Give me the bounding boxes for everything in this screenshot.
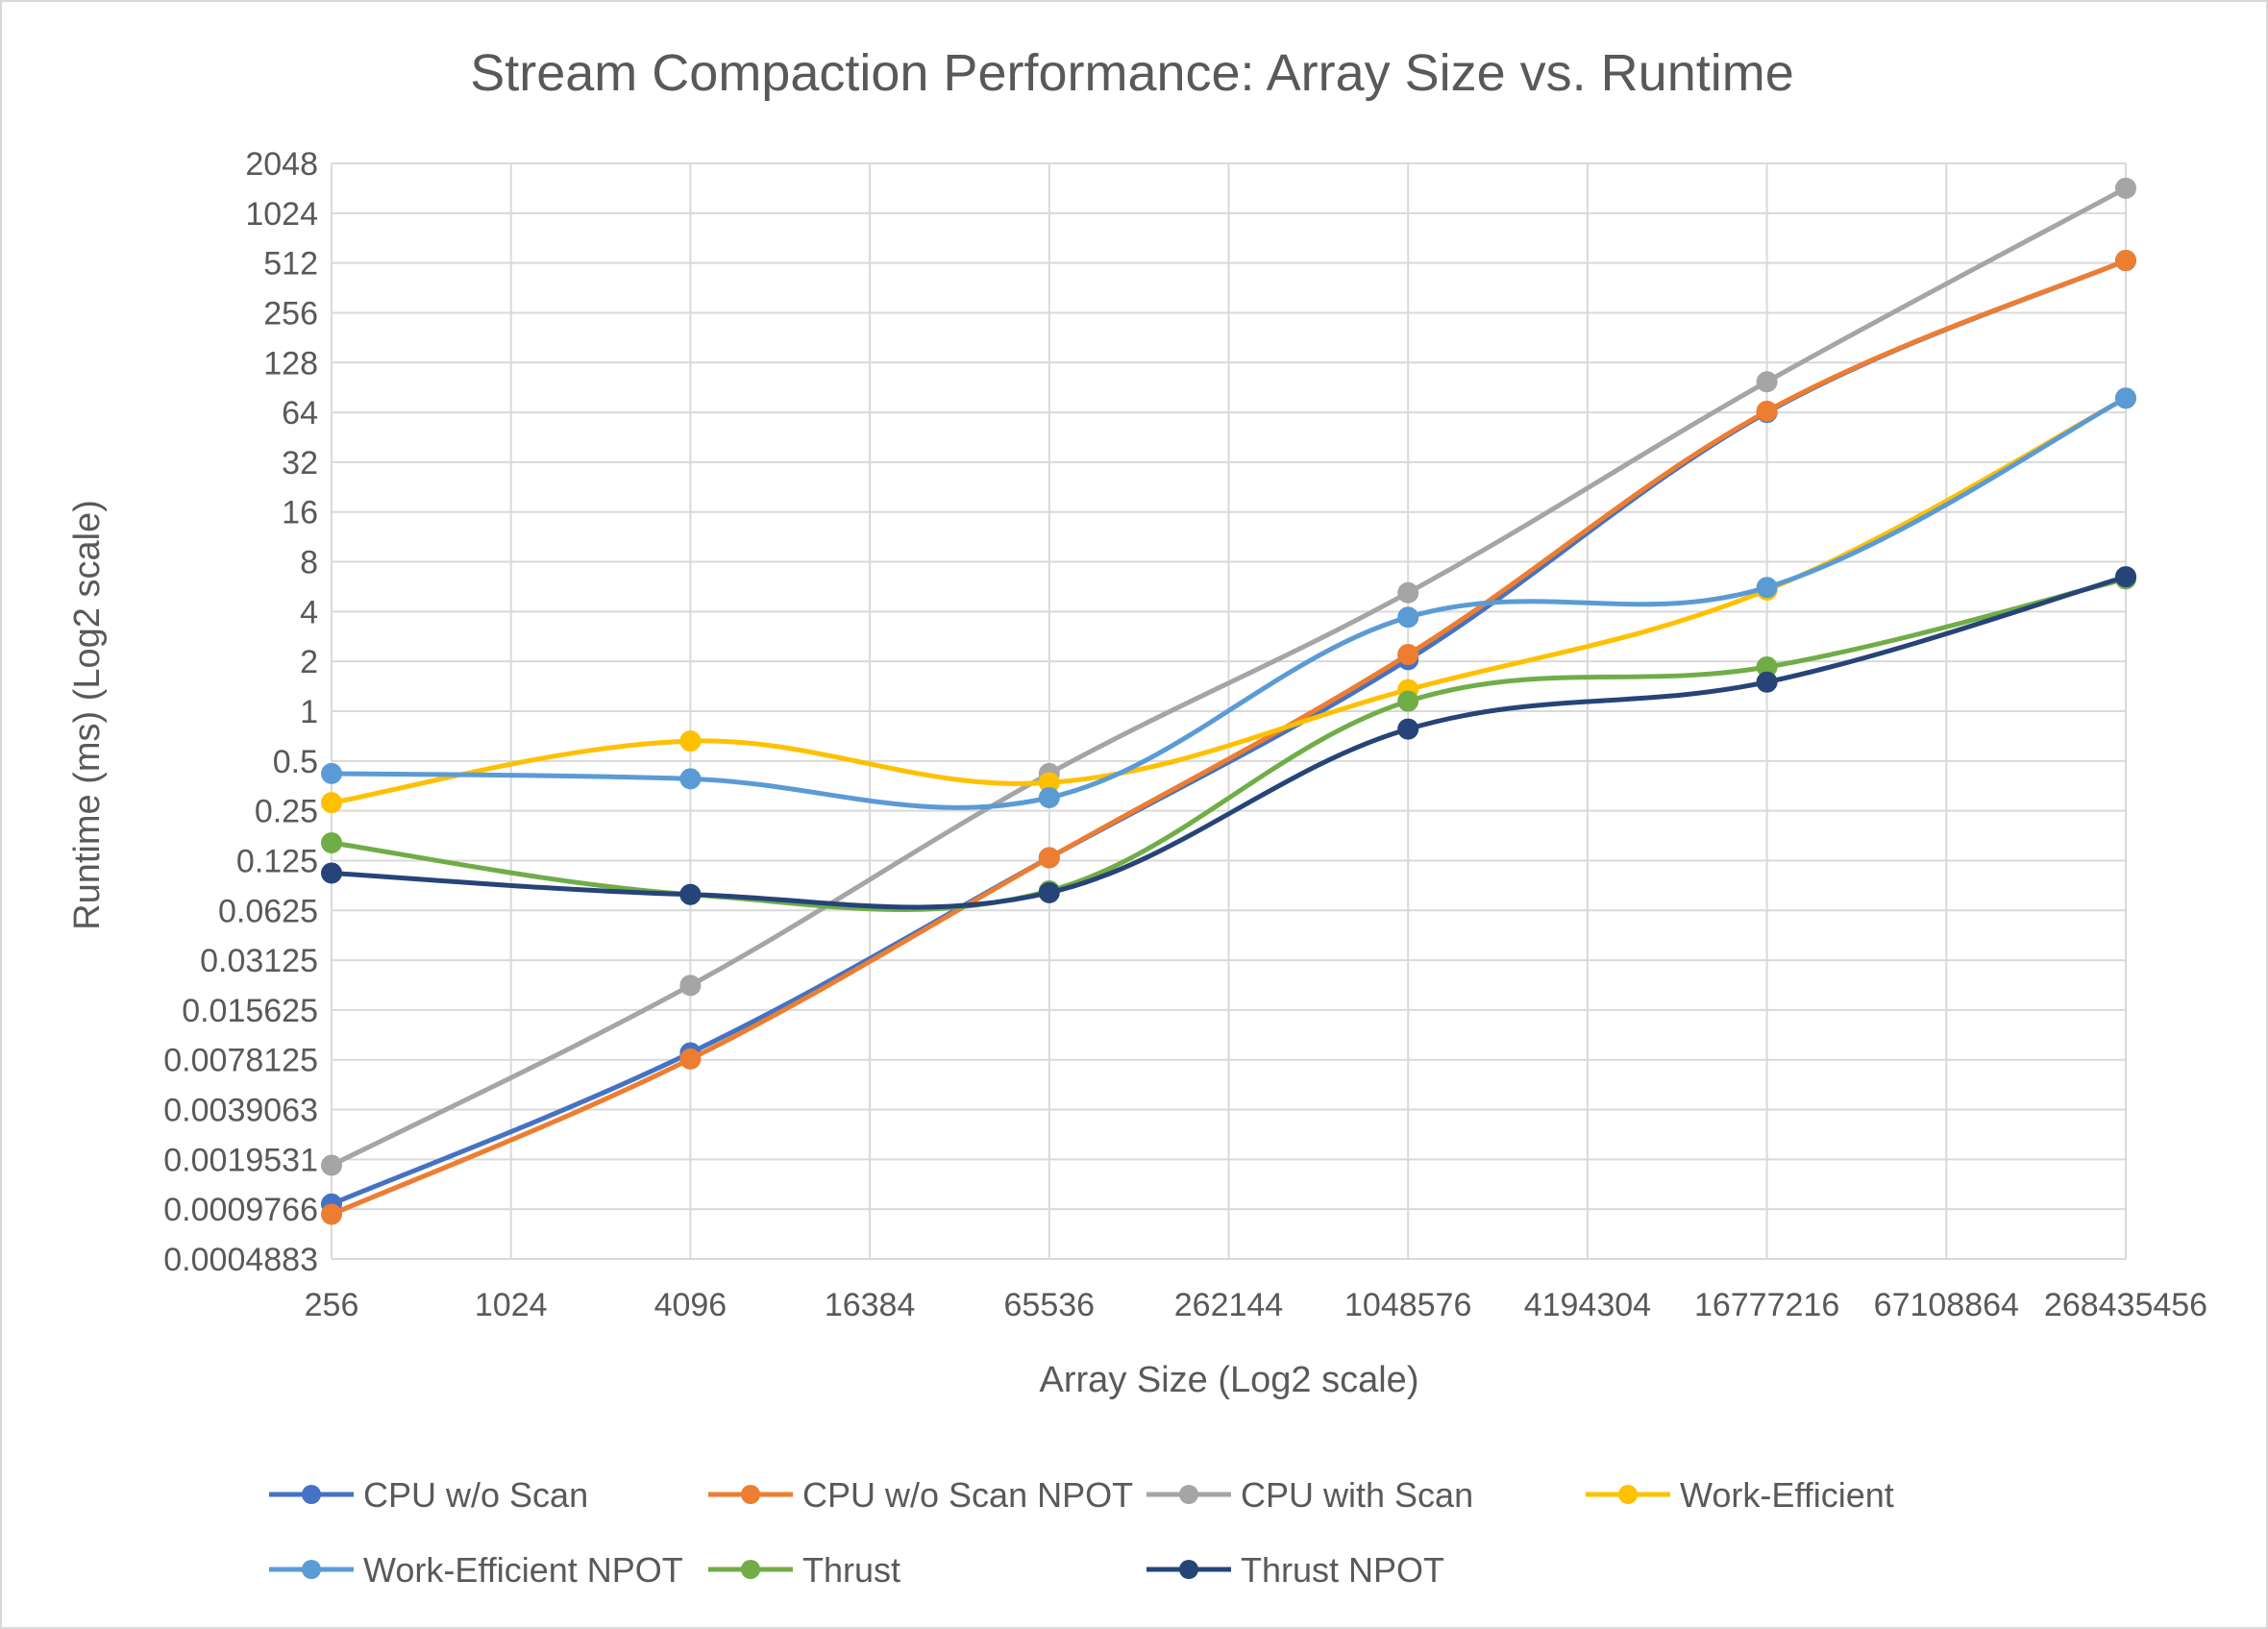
series-thrust-npot — [321, 566, 2136, 910]
y-tick-label: 4 — [300, 594, 318, 630]
x-tick-label: 16384 — [825, 1287, 916, 1323]
y-tick-label: 0.5 — [273, 744, 318, 780]
x-tick-label: 1048576 — [1344, 1287, 1471, 1323]
legend-item[interactable]: Work-Efficient NPOT — [269, 1550, 683, 1590]
legend-item[interactable]: Thrust NPOT — [1146, 1550, 1444, 1590]
data-point — [679, 1048, 702, 1070]
y-tick-label: 0.0009766 — [163, 1192, 318, 1228]
data-point — [1038, 847, 1060, 869]
gridlines — [331, 162, 2127, 1260]
y-tick-label: 2 — [300, 644, 318, 680]
data-point — [2115, 177, 2136, 199]
y-tick-label: 2048 — [245, 146, 318, 183]
y-tick-label: 0.0625 — [218, 893, 318, 929]
legend-marker — [1179, 1485, 1198, 1504]
data-point — [1756, 400, 1778, 422]
x-tick-label: 4096 — [654, 1287, 727, 1323]
x-tick-label: 268435456 — [2044, 1287, 2207, 1323]
legend-label: Thrust — [802, 1550, 900, 1590]
data-point — [321, 831, 342, 853]
data-point — [321, 762, 342, 784]
x-tick-label: 65536 — [1004, 1287, 1096, 1323]
y-tick-label: 0.0004883 — [163, 1242, 318, 1278]
data-point — [2115, 387, 2136, 409]
x-tick-label: 262144 — [1174, 1287, 1283, 1323]
x-tick-label: 67108864 — [1874, 1287, 2019, 1323]
series-layer — [321, 177, 2136, 1225]
legend-label: CPU w/o Scan NPOT — [802, 1475, 1133, 1515]
series-line — [331, 574, 2127, 910]
series-line — [331, 258, 2127, 1217]
legend-marker — [741, 1485, 760, 1504]
y-tick-label: 0.0019531 — [163, 1142, 318, 1178]
data-point — [679, 730, 702, 753]
y-tick-label: 0.015625 — [182, 993, 318, 1029]
legend-marker — [302, 1560, 321, 1579]
data-point — [1038, 881, 1060, 903]
data-point — [321, 792, 342, 814]
y-tick-label: 8 — [300, 545, 318, 581]
data-point — [1397, 690, 1419, 712]
series-line — [331, 576, 2127, 913]
series-line — [331, 396, 2128, 810]
data-point — [1397, 581, 1419, 604]
x-tick-label: 1024 — [475, 1287, 548, 1323]
data-point — [2115, 250, 2136, 272]
legend-item[interactable]: CPU with Scan — [1146, 1475, 1473, 1515]
y-tick-label: 0.0078125 — [163, 1043, 318, 1079]
legend-marker — [1179, 1560, 1198, 1579]
y-tick-label: 32 — [282, 445, 318, 481]
x-tick-label: 256 — [305, 1287, 359, 1323]
legend-item[interactable]: Thrust — [708, 1550, 900, 1590]
series-line — [330, 185, 2128, 1168]
y-tick-label: 0.125 — [236, 843, 318, 879]
legend-label: CPU with Scan — [1241, 1475, 1473, 1515]
legend-label: Work-Efficient NPOT — [363, 1550, 683, 1590]
data-point — [1397, 606, 1419, 629]
data-point — [321, 1154, 342, 1176]
data-point — [321, 1203, 342, 1225]
legend-marker — [302, 1485, 321, 1504]
data-point — [679, 883, 702, 905]
y-tick-label: 128 — [263, 345, 318, 382]
x-axis-ticks: 256 1024 4096 16384 65536 262144 1048576 419430… — [305, 1287, 2207, 1323]
y-tick-label: 512 — [263, 246, 318, 283]
chart-title: Stream Compaction Performance: Array Siz… — [470, 44, 1794, 102]
legend-marker — [741, 1560, 760, 1579]
legend-label: CPU w/o Scan — [363, 1475, 588, 1515]
y-tick-label: 1 — [300, 694, 318, 730]
data-point — [679, 975, 702, 997]
legend-item[interactable]: CPU w/o Scan — [269, 1475, 588, 1515]
data-point — [1756, 371, 1778, 393]
series-work-efficient-npot — [321, 387, 2136, 810]
data-point — [1038, 787, 1060, 809]
y-tick-label: 0.25 — [255, 794, 318, 830]
y-axis-title: Runtime (ms) (Log2 scale) — [67, 500, 108, 930]
x-tick-label: 4194304 — [1524, 1287, 1651, 1323]
y-tick-label: 0.0039063 — [163, 1093, 318, 1129]
data-point — [679, 768, 702, 790]
legend-marker — [1618, 1485, 1638, 1504]
legend-label: Thrust NPOT — [1241, 1550, 1444, 1590]
legend-item[interactable]: Work-Efficient — [1586, 1475, 1894, 1515]
legend-label: Work-Efficient — [1680, 1475, 1894, 1515]
y-tick-label: 0.03125 — [200, 943, 318, 979]
data-point — [2115, 566, 2136, 588]
y-tick-label: 64 — [282, 395, 318, 432]
legend: CPU w/o Scan CPU w/o Scan NPOT CPU with Sc… — [269, 1475, 1894, 1590]
y-axis-ticks: 0.0004883 0.0009766 0.0019531 0.0039063 0.00… — [163, 146, 318, 1278]
y-tick-label: 1024 — [245, 196, 318, 233]
data-point — [1397, 718, 1419, 740]
series-cpu-w-o-scan-npot — [321, 250, 2136, 1225]
y-tick-label: 256 — [263, 295, 318, 332]
legend-item[interactable]: CPU w/o Scan NPOT — [708, 1475, 1133, 1515]
x-tick-label: 16777216 — [1694, 1287, 1839, 1323]
data-point — [1397, 644, 1419, 666]
data-point — [321, 862, 342, 884]
data-point — [1756, 577, 1778, 599]
y-tick-label: 16 — [282, 495, 318, 531]
data-point — [1756, 671, 1778, 693]
x-axis-title: Array Size (Log2 scale) — [1040, 1360, 1419, 1400]
